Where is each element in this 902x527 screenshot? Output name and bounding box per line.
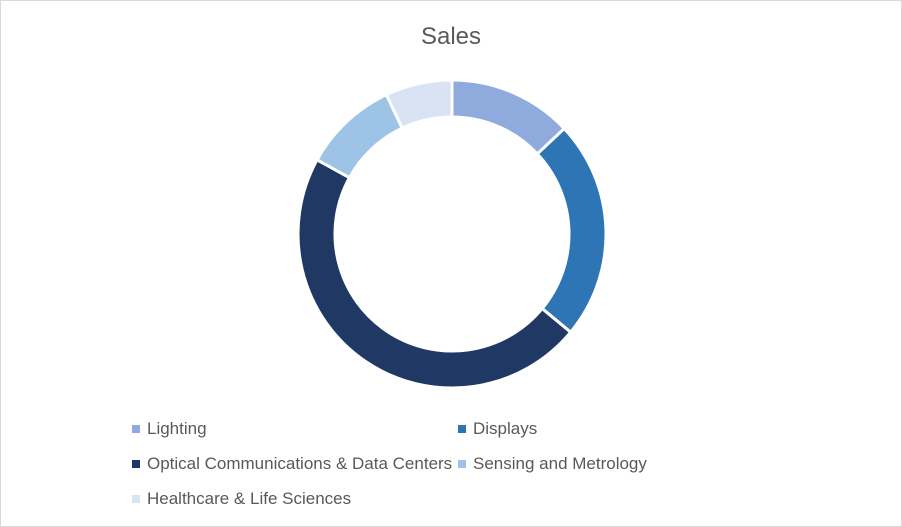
legend-swatch bbox=[458, 460, 466, 468]
legend-swatch bbox=[458, 425, 466, 433]
donut-slice-5 bbox=[384, 78, 454, 131]
legend-item: Healthcare & Life Sciences bbox=[132, 487, 458, 511]
legend: Lighting Displays Optical Communications &… bbox=[132, 417, 752, 511]
legend-swatch bbox=[132, 460, 140, 468]
legend-label: Healthcare & Life Sciences bbox=[147, 489, 352, 508]
legend-item: Optical Communications & Data Centers bbox=[132, 452, 458, 476]
legend-swatch bbox=[132, 495, 140, 503]
legend-item: Lighting bbox=[132, 417, 458, 441]
legend-label: Sensing and Metrology bbox=[473, 454, 647, 473]
legend-label: Displays bbox=[473, 419, 538, 438]
donut-slice-3 bbox=[296, 157, 573, 390]
legend-item: Displays bbox=[458, 417, 752, 441]
legend-swatch bbox=[132, 425, 140, 433]
legend-label: Optical Communications & Data Centers bbox=[147, 454, 453, 473]
legend-item: Sensing and Metrology bbox=[458, 452, 752, 476]
donut-slice-4 bbox=[315, 92, 405, 180]
legend-label: Lighting bbox=[147, 419, 207, 438]
chart-title: Sales bbox=[420, 23, 482, 50]
donut-slice-2 bbox=[535, 126, 608, 335]
